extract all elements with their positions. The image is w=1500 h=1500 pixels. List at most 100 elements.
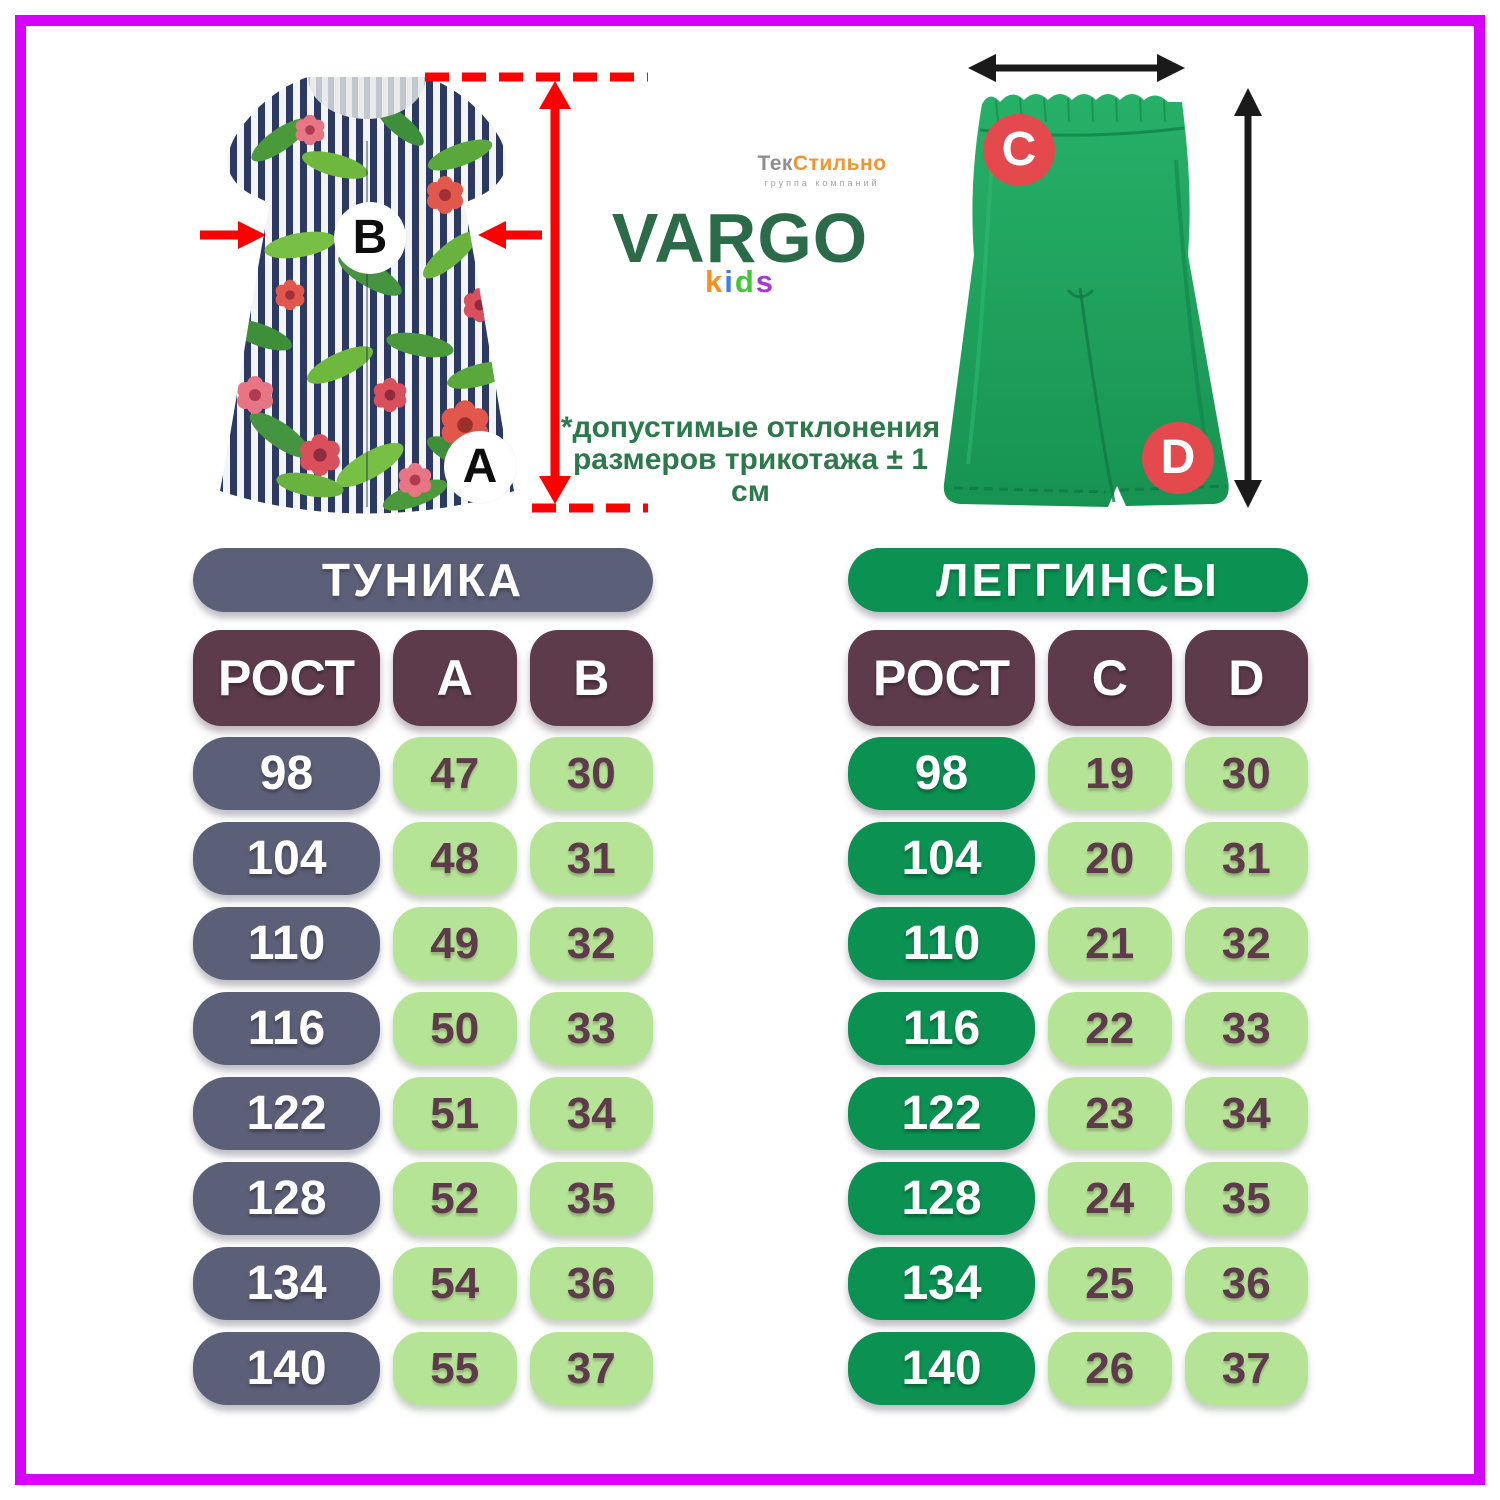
value-cell: 47 — [393, 737, 517, 810]
height-cell: 134 — [848, 1247, 1035, 1320]
leggings-table-rows: 98 19 30 104 20 31 110 21 32 116 22 33 122 23 34 128 24 3… — [848, 737, 1308, 1405]
kids-letter: k — [704, 264, 725, 299]
table-row: 128 24 35 — [848, 1162, 1308, 1235]
value-cell: 50 — [393, 992, 517, 1065]
tolerance-note-line1: *допустимые отклонения — [560, 411, 941, 444]
vargo-logo: VARGO — [611, 199, 869, 277]
value-cell: 26 — [1048, 1332, 1172, 1405]
column-header-rost: РОСТ — [848, 630, 1035, 726]
value-cell: 34 — [1184, 1077, 1308, 1150]
tolerance-note: *допустимые отклонения размеров трикотаж… — [553, 412, 948, 508]
height-cell: 110 — [193, 907, 380, 980]
table-row: 98 47 30 — [193, 737, 653, 810]
leggings-size-table: ЛЕГГИНСЫ РОСТ C D 98 19 30 104 20 31 110 21 32 11… — [848, 548, 1308, 1405]
height-cell: 134 — [193, 1247, 380, 1320]
table-row: 140 26 37 — [848, 1332, 1308, 1405]
tunic-size-table: ТУНИКА РОСТ A B 98 47 30 104 48 31 110 49 32 116 5… — [193, 548, 653, 1405]
table-row: 98 19 30 — [848, 737, 1308, 810]
textilno-logo-subtitle: группа компаний — [764, 178, 880, 188]
value-cell: 20 — [1048, 822, 1172, 895]
value-cell: 35 — [1184, 1162, 1308, 1235]
leggings-table-header-row: РОСТ C D — [848, 630, 1308, 726]
height-cell: 128 — [193, 1162, 380, 1235]
column-header-b: B — [529, 630, 653, 726]
value-cell: 23 — [1048, 1077, 1172, 1150]
table-row: 116 22 33 — [848, 992, 1308, 1065]
value-cell: 55 — [393, 1332, 517, 1405]
height-cell: 98 — [193, 737, 380, 810]
table-row: 140 55 37 — [193, 1332, 653, 1405]
height-cell: 140 — [193, 1332, 380, 1405]
table-row: 128 52 35 — [193, 1162, 653, 1235]
value-cell: 36 — [529, 1247, 653, 1320]
value-cell: 32 — [529, 907, 653, 980]
tunic-table-title: ТУНИКА — [193, 548, 653, 612]
value-cell: 48 — [393, 822, 517, 895]
tunic-table-header-row: РОСТ A B — [193, 630, 653, 726]
value-cell: 54 — [393, 1247, 517, 1320]
value-cell: 52 — [393, 1162, 517, 1235]
tunic-length-arrow — [539, 81, 571, 504]
tunic-neckline — [308, 77, 426, 119]
value-cell: 30 — [1184, 737, 1308, 810]
leggings-length-arrow — [1234, 88, 1262, 508]
leggings-shape — [943, 94, 1229, 507]
value-cell: 37 — [1184, 1332, 1308, 1405]
leggings-table-title: ЛЕГГИНСЫ — [848, 548, 1308, 612]
kids-wordmark: kids — [560, 264, 920, 300]
value-cell: 21 — [1048, 907, 1172, 980]
value-cell: 36 — [1184, 1247, 1308, 1320]
value-cell: 25 — [1048, 1247, 1172, 1320]
column-header-a: A — [393, 630, 517, 726]
leggings-length-label: D — [1142, 422, 1214, 494]
leggings-waist-arrow — [968, 54, 1185, 82]
tolerance-note-line2: размеров трикотажа ± 1 см — [572, 443, 929, 508]
kids-letter: i — [724, 264, 735, 299]
value-cell: 31 — [1184, 822, 1308, 895]
value-cell: 51 — [393, 1077, 517, 1150]
value-cell: 33 — [1184, 992, 1308, 1065]
value-cell: 49 — [393, 907, 517, 980]
height-cell: 122 — [193, 1077, 380, 1150]
tunic-illustration — [200, 72, 648, 514]
flower-cluster — [237, 114, 497, 498]
height-cell: 98 — [848, 737, 1035, 810]
table-row: 134 25 36 — [848, 1247, 1308, 1320]
value-cell: 31 — [529, 822, 653, 895]
value-cell: 32 — [1184, 907, 1308, 980]
kids-letter: d — [734, 264, 756, 299]
value-cell: 37 — [529, 1332, 653, 1405]
textilno-logo-part2: Стильно — [792, 152, 887, 175]
table-row: 110 21 32 — [848, 907, 1308, 980]
table-row: 110 49 32 — [193, 907, 653, 980]
table-row: 104 48 31 — [193, 822, 653, 895]
table-row: 134 54 36 — [193, 1247, 653, 1320]
table-row: 116 50 33 — [193, 992, 653, 1065]
value-cell: 35 — [529, 1162, 653, 1235]
height-cell: 116 — [193, 992, 380, 1065]
value-cell: 34 — [529, 1077, 653, 1150]
table-row: 122 51 34 — [193, 1077, 653, 1150]
tunic-length-label: A — [444, 431, 516, 503]
value-cell: 19 — [1048, 737, 1172, 810]
height-cell: 140 — [848, 1332, 1035, 1405]
column-header-c: C — [1048, 630, 1172, 726]
height-cell: 104 — [193, 822, 380, 895]
textilno-logo-part1: Тек — [757, 152, 793, 175]
value-cell: 33 — [529, 992, 653, 1065]
value-cell: 24 — [1048, 1162, 1172, 1235]
value-cell: 22 — [1048, 992, 1172, 1065]
column-header-rost: РОСТ — [193, 630, 380, 726]
tunic-width-arrows — [200, 221, 542, 249]
table-row: 122 23 34 — [848, 1077, 1308, 1150]
height-cell: 122 — [848, 1077, 1035, 1150]
tunic-table-rows: 98 47 30 104 48 31 110 49 32 116 50 33 122 51 34 128 52 3… — [193, 737, 653, 1405]
kids-letter: s — [755, 264, 776, 299]
height-cell: 104 — [848, 822, 1035, 895]
leggings-waist-label: C — [983, 114, 1055, 186]
height-cell: 116 — [848, 992, 1035, 1065]
value-cell: 30 — [529, 737, 653, 810]
leggings-illustration — [943, 54, 1262, 508]
height-cell: 110 — [848, 907, 1035, 980]
